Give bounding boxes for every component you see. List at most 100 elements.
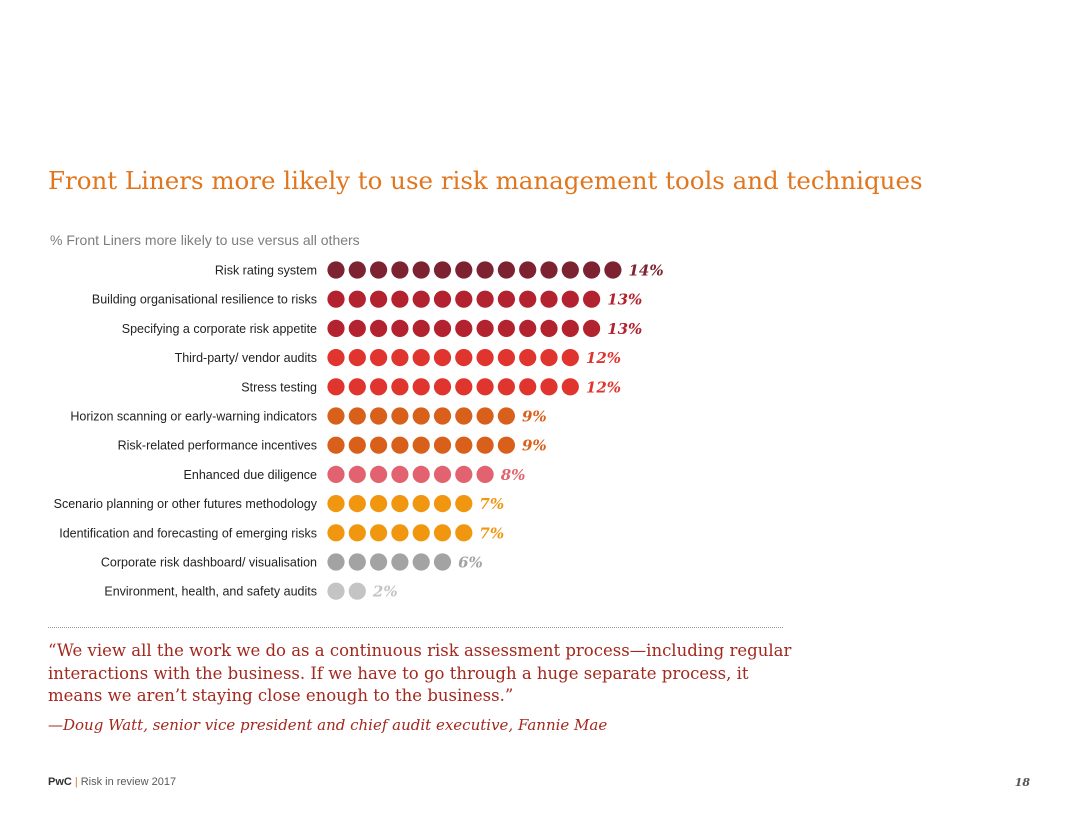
value-label: 6%: [458, 554, 483, 572]
value-dot: [455, 436, 473, 454]
value-dot: [519, 290, 537, 308]
chart-row: Building organisational resilience to ri…: [92, 290, 642, 309]
value-dot: [370, 261, 388, 279]
value-label: 2%: [372, 583, 398, 601]
value-label: 8%: [501, 466, 526, 484]
chart-title: Front Liners more likely to use risk man…: [48, 166, 923, 195]
value-dot: [348, 319, 366, 337]
value-label: 9%: [522, 408, 547, 426]
category-label: Building organisational resilience to ri…: [92, 293, 317, 307]
value-dot: [455, 495, 473, 513]
value-dot: [433, 553, 452, 571]
value-dot: [476, 290, 494, 308]
chart-row: Corporate risk dashboard/ visualisation 6…: [101, 553, 483, 572]
value-dot: [370, 290, 388, 308]
chart-row: Environment, health, and safety audits 2%: [104, 582, 398, 601]
value-label: 9%: [522, 437, 547, 455]
value-dot: [370, 349, 388, 367]
value-dot: [412, 319, 430, 337]
value-label: 13%: [607, 320, 642, 338]
value-dot: [348, 436, 366, 454]
value-dot: [348, 261, 366, 279]
chart-row: Enhanced due diligence 8%: [184, 465, 526, 484]
value-dot: [327, 495, 345, 513]
quote-attribution: —Doug Watt, senior vice president and ch…: [48, 716, 608, 734]
value-dot: [433, 261, 452, 279]
value-dot: [348, 407, 366, 425]
value-dot: [583, 261, 601, 279]
category-label: Horizon scanning or early-warning indica…: [70, 410, 317, 424]
chart-row: Horizon scanning or early-warning indica…: [70, 407, 547, 426]
value-label: 7%: [479, 495, 504, 513]
value-dot: [327, 524, 345, 542]
value-dot: [370, 495, 388, 513]
footer: PwC | Risk in review 2017: [48, 776, 176, 788]
divider-rule: [48, 627, 783, 628]
value-dot: [412, 349, 430, 367]
value-dot: [391, 290, 409, 308]
value-dot: [412, 553, 430, 571]
value-dot: [348, 465, 366, 483]
value-dot: [583, 290, 601, 308]
value-dot: [433, 407, 452, 425]
value-dot: [412, 436, 430, 454]
value-dot: [370, 436, 388, 454]
value-dot: [391, 349, 409, 367]
value-label: 7%: [479, 524, 504, 542]
value-dot: [327, 261, 345, 279]
chart-row: Stress testing 12%: [241, 378, 621, 396]
dot-chart: Risk rating system 14% Building organisati…: [54, 261, 664, 601]
value-dot: [497, 378, 515, 396]
value-dot: [348, 582, 366, 600]
value-dot: [540, 349, 558, 367]
value-dot: [327, 349, 345, 367]
value-dot: [583, 319, 601, 337]
value-label: 12%: [586, 378, 621, 396]
category-label: Enhanced due diligence: [184, 468, 317, 482]
value-dot: [327, 436, 345, 454]
value-dot: [497, 261, 515, 279]
value-dot: [327, 465, 345, 483]
category-label: Scenario planning or other futures metho…: [54, 497, 318, 511]
value-dot: [604, 261, 622, 279]
value-dot: [433, 378, 452, 396]
value-dot: [412, 495, 430, 513]
value-dot: [391, 378, 409, 396]
value-dot: [412, 378, 430, 396]
value-dot: [433, 349, 452, 367]
value-dot: [455, 407, 473, 425]
footer-brand: PwC: [48, 776, 72, 788]
value-dot: [327, 290, 345, 308]
value-dot: [497, 436, 515, 454]
value-dot: [476, 319, 494, 337]
category-label: Risk-related performance incentives: [118, 439, 317, 453]
value-dot: [561, 349, 579, 367]
chart-row: Risk-related performance incentives 9%: [118, 436, 547, 455]
value-dot: [476, 261, 494, 279]
value-dot: [433, 436, 452, 454]
category-label: Specifying a corporate risk appetite: [122, 322, 317, 336]
value-dot: [391, 436, 409, 454]
value-dot: [497, 349, 515, 367]
value-dot: [540, 378, 558, 396]
quote-text: “We view all the work we do as a continu…: [48, 641, 792, 705]
value-dot: [412, 407, 430, 425]
value-dot: [348, 378, 366, 396]
value-dot: [327, 582, 345, 600]
value-label: 12%: [586, 349, 621, 367]
value-dot: [433, 524, 452, 542]
value-dot: [519, 319, 537, 337]
value-dot: [433, 495, 452, 513]
value-dot: [327, 553, 345, 571]
value-dot: [476, 465, 494, 483]
value-dot: [433, 290, 452, 308]
value-dot: [370, 524, 388, 542]
value-dot: [391, 524, 409, 542]
value-dot: [327, 378, 345, 396]
value-dot: [519, 349, 537, 367]
value-dot: [370, 465, 388, 483]
value-dot: [391, 553, 409, 571]
value-dot: [519, 261, 537, 279]
value-dot: [327, 407, 345, 425]
category-label: Stress testing: [241, 380, 317, 394]
